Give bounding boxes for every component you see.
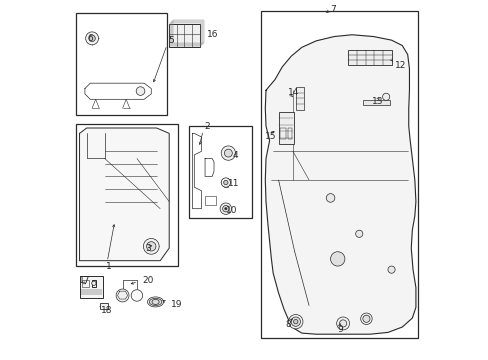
Bar (76, 125, 178, 266)
Circle shape (330, 252, 344, 266)
Bar (348, 50, 391, 65)
Circle shape (224, 208, 226, 210)
Text: 5: 5 (168, 36, 174, 45)
Circle shape (116, 289, 129, 302)
Circle shape (221, 146, 235, 160)
Text: 15: 15 (265, 132, 276, 141)
Text: 8: 8 (285, 320, 291, 329)
Polygon shape (80, 128, 169, 261)
Text: 12: 12 (394, 61, 406, 70)
Circle shape (382, 93, 389, 100)
Circle shape (146, 242, 156, 251)
Circle shape (222, 206, 228, 212)
Text: 3: 3 (144, 244, 150, 253)
Text: 11: 11 (228, 179, 240, 188)
Ellipse shape (147, 297, 163, 307)
Circle shape (360, 313, 371, 324)
Bar (169, 24, 199, 47)
Bar (100, 303, 108, 309)
Circle shape (325, 194, 334, 202)
Text: 6: 6 (88, 34, 93, 43)
Text: 16: 16 (206, 30, 218, 39)
Circle shape (387, 266, 394, 273)
Circle shape (339, 320, 346, 327)
Circle shape (92, 281, 96, 285)
Circle shape (355, 230, 362, 237)
Text: 7: 7 (330, 5, 336, 14)
Bar (173, 20, 203, 43)
Text: 17: 17 (79, 276, 90, 285)
Bar (362, 100, 389, 105)
Circle shape (221, 178, 230, 187)
Text: 10: 10 (225, 206, 237, 215)
Circle shape (362, 315, 369, 322)
Text: 4: 4 (233, 151, 238, 160)
Bar (172, 21, 203, 44)
Polygon shape (265, 35, 415, 334)
Bar (76, 13, 167, 116)
Circle shape (89, 35, 95, 41)
Circle shape (143, 238, 159, 254)
Bar (287, 128, 292, 139)
Bar (82, 280, 89, 287)
Circle shape (293, 319, 297, 324)
Bar (92, 280, 96, 287)
Bar (188, 126, 251, 218)
Circle shape (224, 149, 232, 157)
Circle shape (223, 180, 227, 185)
Bar (260, 12, 418, 338)
Text: 20: 20 (142, 276, 153, 285)
Circle shape (85, 32, 99, 45)
Text: 2: 2 (204, 122, 209, 131)
Text: 13: 13 (371, 96, 383, 105)
Bar (171, 22, 202, 45)
Bar (170, 23, 201, 46)
Text: 14: 14 (287, 87, 298, 96)
Circle shape (290, 317, 300, 326)
Text: 19: 19 (171, 300, 182, 309)
Ellipse shape (152, 300, 159, 305)
Circle shape (131, 290, 142, 301)
Bar (80, 276, 102, 298)
Circle shape (336, 317, 349, 330)
Circle shape (220, 203, 231, 215)
Bar (204, 196, 215, 205)
Text: 1: 1 (106, 262, 112, 271)
Circle shape (288, 315, 303, 329)
Text: 18: 18 (101, 306, 112, 315)
Circle shape (136, 87, 144, 95)
Bar (295, 87, 303, 110)
Text: 9: 9 (336, 325, 342, 334)
Bar (280, 128, 285, 139)
Bar (278, 112, 293, 144)
Ellipse shape (149, 298, 162, 306)
